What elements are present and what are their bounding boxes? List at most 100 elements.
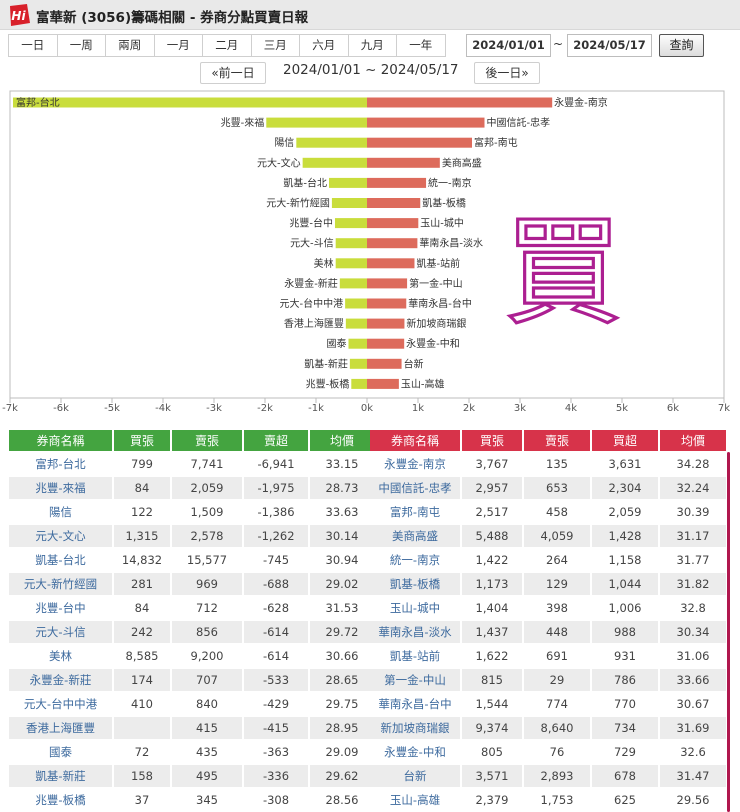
broker-name-link[interactable]: 兆豐-來福 xyxy=(9,477,112,499)
broker-name-link[interactable]: 永豐金-中和 xyxy=(370,741,460,763)
broker-name-link[interactable]: 國泰 xyxy=(9,741,112,763)
table-cell: 1,315 xyxy=(114,525,170,547)
scrollbar[interactable] xyxy=(727,452,730,812)
period-button[interactable]: 兩周 xyxy=(106,35,155,56)
table-cell: 31.69 xyxy=(660,717,726,739)
broker-name-link[interactable]: 凱基-台北 xyxy=(9,549,112,571)
broker-name-link[interactable]: 美商高盛 xyxy=(370,525,460,547)
broker-name-link[interactable]: 元大-斗信 xyxy=(9,621,112,643)
table-cell: 31.82 xyxy=(660,573,726,595)
period-button[interactable]: 三月 xyxy=(251,35,300,56)
broker-name-link[interactable]: 玉山-城中 xyxy=(370,597,460,619)
table-cell: 84 xyxy=(114,477,170,499)
broker-name-link[interactable]: 陽信 xyxy=(9,501,112,523)
broker-name-link[interactable]: 香港上海匯豐 xyxy=(9,717,112,739)
right-header-cell[interactable]: 均價 xyxy=(660,430,726,451)
broker-name-link[interactable]: 華南永昌-台中 xyxy=(370,693,460,715)
query-button[interactable]: 查詢 xyxy=(659,34,704,57)
broker-name-link[interactable]: 新加坡商瑞銀 xyxy=(370,717,460,739)
x-tick-label: 0k xyxy=(361,403,373,414)
broker-name-link[interactable]: 美林 xyxy=(9,645,112,667)
broker-name-link[interactable]: 元大-台中中港 xyxy=(9,693,112,715)
handwritten-buy-annotation: 買 xyxy=(504,203,622,341)
x-tick-label: -6k xyxy=(53,403,69,414)
sell-bar xyxy=(335,258,367,269)
table-cell: 988 xyxy=(592,621,658,643)
broker-name-link[interactable]: 台新 xyxy=(370,765,460,787)
table-cell: 1,544 xyxy=(462,693,522,715)
period-button[interactable]: 二月 xyxy=(203,35,252,56)
period-button[interactable]: 一年 xyxy=(397,35,446,56)
net-buy-table: 券商名稱 買張 賣張 買超 均價 永豐金-南京 3,767 135 3,631 34.28 中國信… xyxy=(368,428,728,812)
broker-name-link[interactable]: 元大-文心 xyxy=(9,525,112,547)
table-cell: 3,631 xyxy=(592,453,658,475)
right-header-cell[interactable]: 買超 xyxy=(592,430,658,451)
right-header-cell[interactable]: 券商名稱 xyxy=(370,430,460,451)
broker-name-link[interactable]: 元大-新竹經國 xyxy=(9,573,112,595)
table-cell: 28.65 xyxy=(310,669,374,691)
table-cell: -614 xyxy=(244,645,308,667)
table-cell: 653 xyxy=(524,477,590,499)
table-cell: 2,578 xyxy=(172,525,242,547)
broker-name-link[interactable]: 永豐金-新莊 xyxy=(9,669,112,691)
left-header-cell[interactable]: 均價 xyxy=(310,430,374,451)
broker-name-link[interactable]: 統一-南京 xyxy=(370,549,460,571)
broker-name-link[interactable]: 兆豐-台中 xyxy=(9,597,112,619)
table-cell: 72 xyxy=(114,741,170,763)
table-cell: 1,158 xyxy=(592,549,658,571)
table-row: 富邦-南屯 2,517 458 2,059 30.39 xyxy=(370,501,726,523)
table-cell: 32.8 xyxy=(660,597,726,619)
period-button[interactable]: 九月 xyxy=(348,35,397,56)
left-header-cell[interactable]: 賣張 xyxy=(172,430,242,451)
broker-name-link[interactable]: 永豐金-南京 xyxy=(370,453,460,475)
broker-name-link[interactable]: 玉山-高雄 xyxy=(370,789,460,811)
period-button[interactable]: 六月 xyxy=(300,35,349,56)
table-cell: 29.09 xyxy=(310,741,374,763)
broker-name-link[interactable]: 凱基-板橋 xyxy=(370,573,460,595)
period-button[interactable]: 一日 xyxy=(9,35,58,56)
table-row: 兆豐-板橋 37 345 -308 28.56 xyxy=(9,789,374,811)
table-cell: 2,059 xyxy=(172,477,242,499)
table-row: 台新 3,571 2,893 678 31.47 xyxy=(370,765,726,787)
date-separator: ~ xyxy=(553,37,564,51)
table-cell: -429 xyxy=(244,693,308,715)
left-header-cell[interactable]: 券商名稱 xyxy=(9,430,112,451)
right-header-cell[interactable]: 賣張 xyxy=(524,430,590,451)
broker-name-link[interactable]: 中國信託-忠孝 xyxy=(370,477,460,499)
left-header-cell[interactable]: 買張 xyxy=(114,430,170,451)
sell-bar xyxy=(349,358,367,369)
table-cell: 158 xyxy=(114,765,170,787)
table-cell: 691 xyxy=(524,645,590,667)
broker-name-link[interactable]: 富邦-南屯 xyxy=(370,501,460,523)
x-tick-label: 2k xyxy=(463,403,475,414)
period-button[interactable]: 一月 xyxy=(154,35,203,56)
table-cell: 856 xyxy=(172,621,242,643)
broker-name-link[interactable]: 凱基-新莊 xyxy=(9,765,112,787)
broker-name-link[interactable]: 第一金-中山 xyxy=(370,669,460,691)
table-cell: 29.72 xyxy=(310,621,374,643)
end-date-input[interactable]: 2024/05/17 xyxy=(567,34,652,57)
next-day-button[interactable]: 後一日» xyxy=(474,62,540,84)
prev-day-button[interactable]: «前一日 xyxy=(200,62,266,84)
buy-bar xyxy=(367,198,421,208)
table-row: 元大-新竹經國 281 969 -688 29.02 xyxy=(9,573,374,595)
buy-bar xyxy=(367,298,407,309)
table-cell: -688 xyxy=(244,573,308,595)
table-cell: 2,517 xyxy=(462,501,522,523)
right-header-cell[interactable]: 買張 xyxy=(462,430,522,451)
table-cell: -1,386 xyxy=(244,501,308,523)
table-cell: 32.24 xyxy=(660,477,726,499)
broker-name-link[interactable]: 富邦-台北 xyxy=(9,453,112,475)
period-button[interactable]: 一周 xyxy=(57,35,106,56)
buy-bar xyxy=(367,157,440,168)
broker-name-link[interactable]: 凱基-站前 xyxy=(370,645,460,667)
start-date-input[interactable]: 2024/01/01 xyxy=(466,34,551,57)
sell-bar-label: 兆豐-來福 xyxy=(221,116,265,129)
broker-name-link[interactable]: 兆豐-板橋 xyxy=(9,789,112,811)
left-header-cell[interactable]: 賣超 xyxy=(244,430,308,451)
table-cell: 8,640 xyxy=(524,717,590,739)
broker-name-link[interactable]: 華南永昌-淡水 xyxy=(370,621,460,643)
sell-bar-label: 元大-新竹經國 xyxy=(266,197,330,210)
buy-bar xyxy=(367,218,419,229)
table-row: 陽信 122 1,509 -1,386 33.63 xyxy=(9,501,374,523)
